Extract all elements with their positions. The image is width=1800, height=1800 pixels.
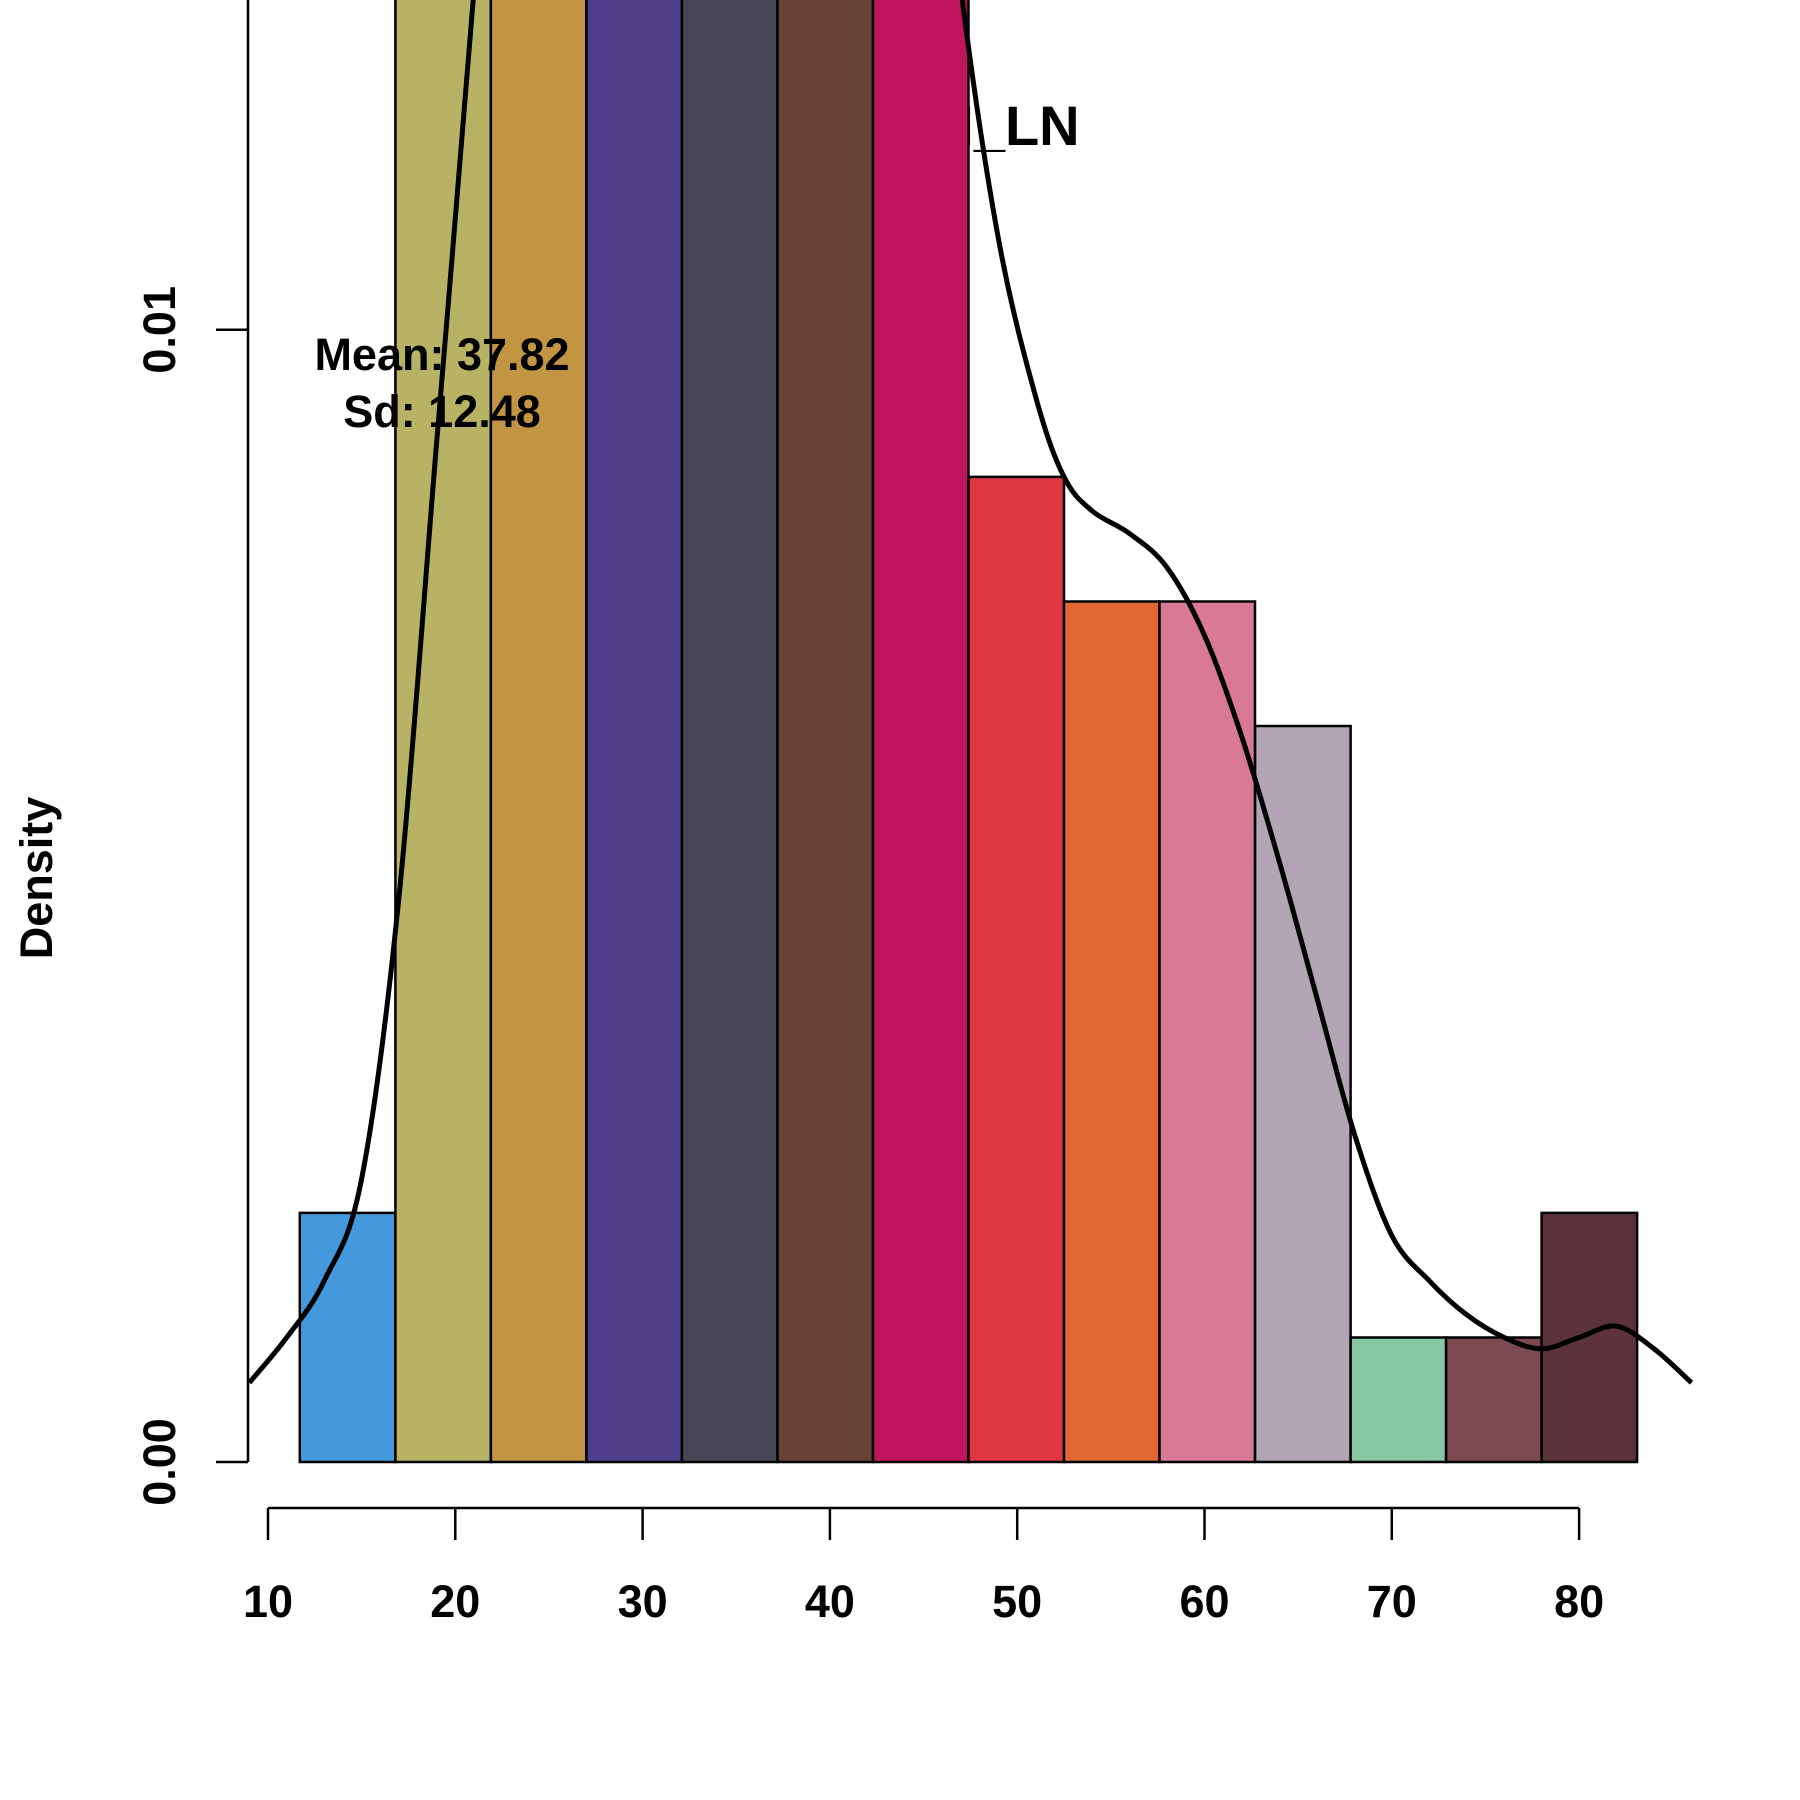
y-axis-label: Density — [11, 797, 62, 960]
y-axis: 0.000.010.020.030.04 — [134, 0, 250, 1506]
x-tick-label: 10 — [243, 1576, 293, 1627]
histogram-bar-14 — [1540, 1211, 1639, 1464]
sd-annotation: Sd: 12.48 — [343, 386, 541, 437]
x-tick-label: 20 — [430, 1576, 480, 1627]
y-tick-label: 0.01 — [134, 286, 185, 374]
histogram-bar-5 — [680, 0, 779, 1464]
histogram-bar-7 — [871, 0, 970, 1464]
x-tick-label: 60 — [1179, 1576, 1229, 1627]
x-tick-label: 30 — [618, 1576, 668, 1627]
density-curve — [247, 0, 1694, 1385]
y-tick-label: 0.00 — [134, 1418, 185, 1506]
histogram-bar-12 — [1349, 1336, 1448, 1464]
x-axis: 10 20 30 40 50 60 70 80 — [243, 1506, 1604, 1627]
histogram-bar-8 — [967, 475, 1066, 1464]
x-tick-label: 70 — [1367, 1576, 1417, 1627]
mean-annotation: Mean: 37.82 — [314, 329, 569, 380]
histogram-bar-3 — [489, 0, 588, 1464]
histogram-bar-4 — [585, 0, 684, 1464]
bars-group — [298, 0, 1639, 1464]
histogram-bar-2 — [394, 0, 493, 1464]
histogram-bar-10 — [1158, 600, 1257, 1464]
x-tick-label: 80 — [1554, 1576, 1604, 1627]
x-tick-label: 50 — [992, 1576, 1042, 1627]
histogram-bar-9 — [1062, 600, 1161, 1464]
histogram-bar-13 — [1444, 1336, 1543, 1464]
histogram-bar-11 — [1253, 724, 1352, 1464]
x-tick-label: 40 — [805, 1576, 855, 1627]
histogram-bar-1 — [298, 1211, 397, 1464]
histogram-bar-6 — [776, 0, 875, 1464]
